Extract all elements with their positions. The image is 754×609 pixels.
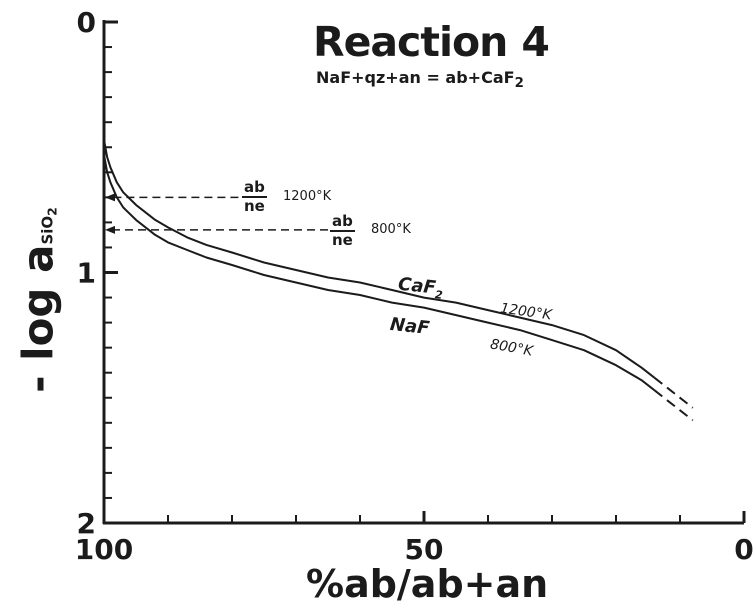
annotation-denominator: ne bbox=[332, 231, 353, 249]
y-axis-label-main: - log a bbox=[13, 244, 63, 393]
annotation-temp-800: 800°K bbox=[371, 222, 411, 237]
axes bbox=[102, 20, 744, 525]
y-tick-label: 0 bbox=[77, 6, 96, 39]
reference-arrow-head bbox=[105, 225, 115, 234]
annotation-numerator: ab bbox=[242, 178, 267, 198]
series-extension-naf bbox=[653, 389, 694, 422]
y-tick-label: 2 bbox=[77, 507, 96, 540]
series-lines bbox=[103, 139, 694, 422]
x-tick-label: 0 bbox=[734, 533, 753, 566]
y-tick-label: 1 bbox=[77, 257, 96, 290]
x-tick-label: 100 bbox=[75, 533, 133, 566]
chart-title: Reaction 4 bbox=[313, 18, 550, 66]
x-tick-label: 50 bbox=[405, 533, 444, 566]
series-line-caf2 bbox=[103, 139, 656, 379]
reference-arrows bbox=[105, 193, 328, 234]
annotation-fraction-800: ab ne bbox=[330, 214, 355, 248]
annotation-temp-1200: 1200°K bbox=[283, 189, 332, 204]
annotation-denominator: ne bbox=[244, 197, 265, 215]
series-label-caf2: CaF2 bbox=[397, 273, 444, 302]
series-line-naf bbox=[103, 154, 656, 391]
x-axis-label: %ab/ab+an bbox=[306, 562, 549, 606]
annotation-numerator: ab bbox=[330, 212, 355, 232]
y-axis-label: - log aSiO2 bbox=[14, 207, 63, 393]
reference-arrow-head bbox=[105, 193, 115, 202]
chart-title-text: Reaction bbox=[313, 18, 508, 66]
chart-title-number: 4 bbox=[521, 18, 550, 66]
reaction-equation: NaF+qz+an = ab+CaF2 bbox=[316, 68, 524, 92]
series-extension-caf2 bbox=[653, 376, 694, 409]
annotation-fraction-1200: ab ne bbox=[242, 180, 267, 214]
y-axis-label-subscript: SiO2 bbox=[38, 207, 60, 245]
series-label-naf: NaF bbox=[389, 313, 431, 340]
axis-ticks bbox=[102, 20, 746, 525]
